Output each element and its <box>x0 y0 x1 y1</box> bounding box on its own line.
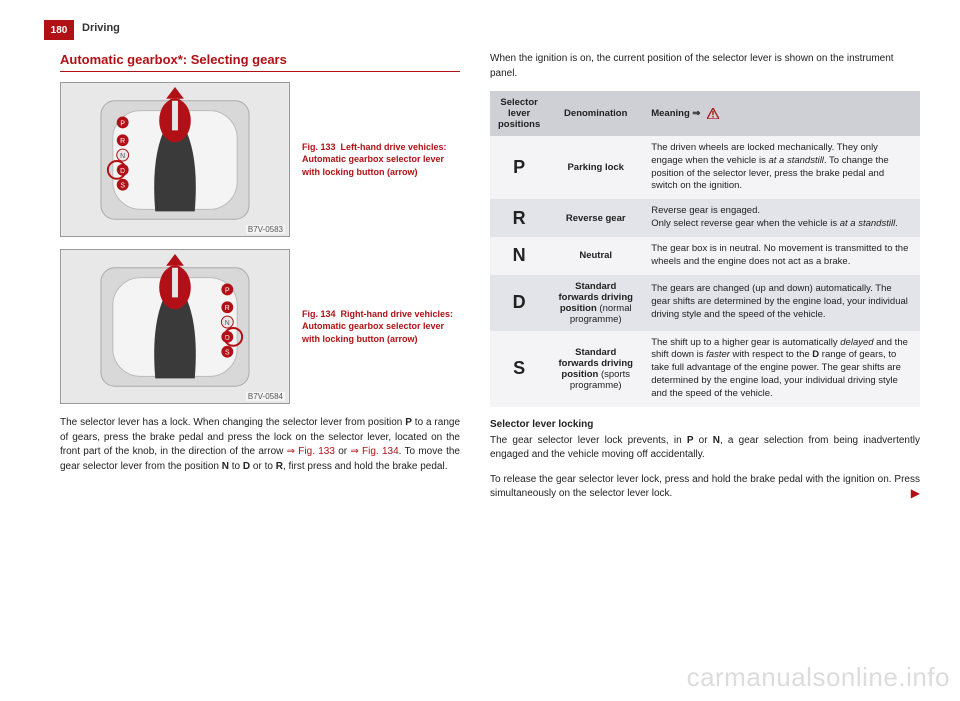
section-heading: Automatic gearbox*: Selecting gears <box>60 52 460 67</box>
figure-134-caption: Fig. 134 Right-hand drive vehicles: Auto… <box>302 308 460 344</box>
figure-133-image: P R N D S B7V-0583 <box>60 82 290 237</box>
svg-text:P: P <box>120 120 125 127</box>
cell-mean: The shift up to a higher gear is automat… <box>643 331 920 407</box>
right-column: When the ignition is on, the current pos… <box>490 52 920 502</box>
cell-den: Standard forwards driving position (spor… <box>548 331 643 407</box>
page-section-title: Driving <box>82 22 120 34</box>
selector-positions-table: Selector lever positions Denomination Me… <box>490 91 920 407</box>
svg-text:S: S <box>225 350 230 357</box>
italic: at a standstill <box>768 155 823 166</box>
left-column: Automatic gearbox*: Selecting gears P R … <box>60 52 460 474</box>
txt: or to <box>250 461 276 472</box>
bold-N: N <box>713 435 720 446</box>
cell-den: Standard forwards driving position (norm… <box>548 275 643 331</box>
cell-sym: S <box>490 331 548 407</box>
txt: The gear selector lever lock prevents, i… <box>490 435 687 446</box>
figure-133-label: Fig. 133 <box>302 142 336 152</box>
watermark: carmanualsonline.info <box>687 662 950 693</box>
italic: faster <box>706 349 730 360</box>
figure-133-code: B7V-0583 <box>246 225 285 234</box>
txt: The selector lever has a lock. When chan… <box>60 417 405 428</box>
txt: with respect to the <box>730 349 812 360</box>
cell-den: Reverse gear <box>548 199 643 237</box>
bold-R: R <box>276 461 283 472</box>
svg-text:N: N <box>120 153 125 160</box>
svg-text:P: P <box>225 287 230 294</box>
page-number-tab: 180 <box>44 20 74 40</box>
txt: Reverse gear is engaged. Only select rev… <box>651 205 840 229</box>
figure-133-caption: Fig. 133 Left-hand drive vehicles: Autom… <box>302 141 460 177</box>
txt: , first press and hold the brake pedal. <box>283 461 448 472</box>
cell-den: Neutral <box>548 237 643 275</box>
th-denomination: Denomination <box>548 91 643 136</box>
figure-134-code: B7V-0584 <box>246 392 285 401</box>
table-row: P Parking lock The driven wheels are loc… <box>490 136 920 199</box>
svg-text:S: S <box>120 183 125 190</box>
cell-sym: N <box>490 237 548 275</box>
svg-text:R: R <box>120 138 125 145</box>
body-paragraph-2: The gear selector lever lock prevents, i… <box>490 434 920 463</box>
th-meaning: Meaning ⇒ <box>643 91 920 136</box>
crossref-fig133: ⇒ Fig. 133 <box>287 446 335 457</box>
table-row: N Neutral The gear box is in neutral. No… <box>490 237 920 275</box>
cell-sym: P <box>490 136 548 199</box>
intro-paragraph: When the ignition is on, the current pos… <box>490 52 920 81</box>
figure-134-label: Fig. 134 <box>302 309 336 319</box>
cell-mean: The gears are changed (up and down) auto… <box>643 275 920 331</box>
txt: To release the gear selector lever lock,… <box>490 474 920 500</box>
bold-P: P <box>405 417 412 428</box>
txt: The shift up to a higher gear is automat… <box>651 337 840 348</box>
bold-N: N <box>222 461 229 472</box>
continuation-arrow-icon: ▶ <box>911 485 920 502</box>
cell-den: Parking lock <box>548 136 643 199</box>
body-paragraph-3: To release the gear selector lever lock,… <box>490 473 920 502</box>
figure-134: P R N D S B7V-0584 Fig. 134 Right-hand d… <box>60 249 460 404</box>
cell-mean: The gear box is in neutral. No movement … <box>643 237 920 275</box>
cell-mean: The driven wheels are locked mechanicall… <box>643 136 920 199</box>
body-paragraph-1: The selector lever has a lock. When chan… <box>60 416 460 474</box>
table-row: R Reverse gear Reverse gear is engaged. … <box>490 199 920 237</box>
italic: delayed <box>840 337 873 348</box>
txt: . <box>895 218 898 229</box>
figure-134-image: P R N D S B7V-0584 <box>60 249 290 404</box>
table-row: S Standard forwards driving position (sp… <box>490 331 920 407</box>
svg-text:R: R <box>225 305 230 312</box>
txt: or <box>694 435 713 446</box>
cell-sym: D <box>490 275 548 331</box>
txt: or <box>335 446 350 457</box>
figure-133: P R N D S B7V-0583 Fig. 133 Left-hand dr… <box>60 82 460 237</box>
th-positions: Selector lever positions <box>490 91 548 136</box>
bold-P: P <box>687 435 694 446</box>
svg-text:N: N <box>225 320 230 327</box>
warning-icon <box>707 108 719 119</box>
gear-lever-illustration-left: P R N D S <box>61 83 289 236</box>
subheading-selector-lock: Selector lever locking <box>490 419 920 430</box>
heading-rule <box>60 71 460 72</box>
cell-mean: Reverse gear is engaged. Only select rev… <box>643 199 920 237</box>
table-row: D Standard forwards driving position (no… <box>490 275 920 331</box>
gear-lever-illustration-right: P R N D S <box>61 250 289 403</box>
italic: at a standstill <box>840 218 895 229</box>
crossref-fig134: ⇒ Fig. 134 <box>350 446 398 457</box>
th-meaning-text: Meaning ⇒ <box>651 108 700 119</box>
txt: to <box>229 461 243 472</box>
cell-sym: R <box>490 199 548 237</box>
